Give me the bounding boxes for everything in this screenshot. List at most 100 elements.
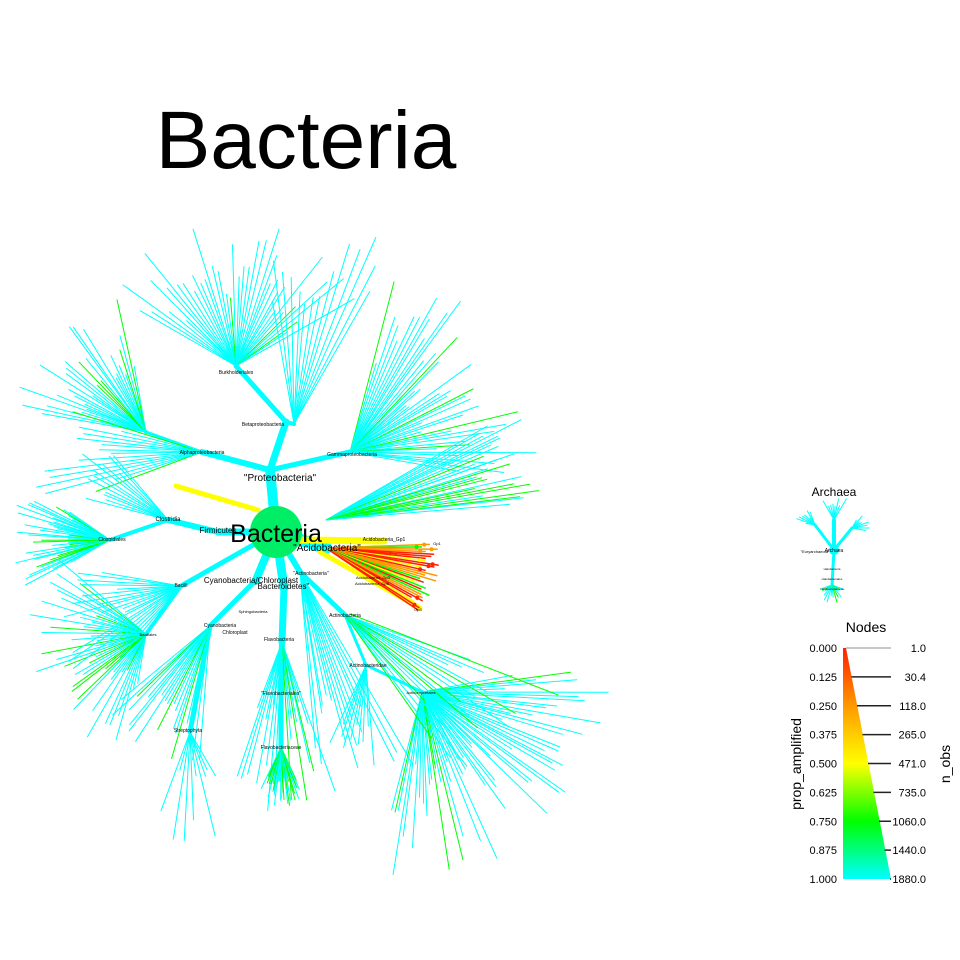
leaf-edge — [349, 297, 437, 453]
leaf-edge — [281, 641, 336, 792]
leaf-edge — [421, 691, 548, 814]
tree-node — [343, 613, 347, 617]
leaf-edge — [394, 691, 423, 813]
leaf-edge — [119, 585, 182, 658]
leaf-edge — [235, 276, 240, 367]
taxon-label: Gammaproteobacteria — [327, 452, 377, 458]
taxon-label: Chloroplast — [222, 630, 248, 636]
leaf-edge — [344, 614, 478, 729]
leaf-edge — [235, 278, 344, 367]
leaf-edge — [73, 633, 147, 710]
leaf-edge — [204, 279, 237, 367]
leaf-edge — [293, 243, 350, 425]
leaf-edge — [421, 691, 463, 775]
leaf-edge — [421, 691, 481, 841]
leaf-edge — [199, 625, 211, 760]
legend-size-axis-label: n_obs — [937, 745, 953, 783]
leaf-edge — [421, 691, 496, 781]
tree-edge — [297, 569, 348, 618]
leaf-edge — [349, 337, 458, 453]
leaf-edge — [809, 511, 816, 526]
leaf-edge — [81, 584, 182, 587]
taxon-label: "Acidobacteria" — [293, 543, 361, 554]
leaf-edge — [101, 585, 182, 613]
tree-node — [829, 545, 839, 555]
leaf-edge — [194, 625, 211, 719]
tree-node — [144, 430, 148, 434]
leaf-edge — [99, 449, 203, 453]
leaf-edge — [235, 298, 355, 367]
leaf-edge — [29, 502, 111, 541]
legend-size-tick: 1060.0 — [892, 816, 926, 828]
bacteria-tree-edges — [15, 228, 609, 876]
taxon-label: "Proteobacteria" — [244, 473, 317, 484]
tree-node — [278, 691, 284, 697]
leaf-edge — [325, 455, 484, 521]
leaf-edge — [299, 571, 398, 753]
leaf-edge — [344, 614, 468, 767]
leaf-edge — [325, 453, 514, 521]
leaf-edge — [29, 614, 147, 635]
leaf-edge — [64, 361, 147, 433]
legend-color-ticks: 0.000 0.125 0.250 0.375 0.500 0.625 0.750 0.875… — [809, 643, 837, 886]
leaf-edge — [16, 531, 111, 541]
taxon-label: Sphingobacteria — [239, 609, 269, 614]
leaf-edge — [29, 539, 111, 576]
leaf-edge — [421, 691, 450, 870]
leaf-edge — [133, 366, 147, 433]
leaf-edge — [299, 571, 359, 769]
legend-color-tick: 0.250 — [809, 701, 837, 713]
leaf-edge — [235, 257, 323, 367]
leaf-edge — [235, 279, 279, 367]
leaf-edge — [281, 641, 311, 763]
legend: Nodes 0.000 0.125 0.250 0.375 0.500 0.625 0.75… — [788, 619, 953, 886]
leaf-edge — [325, 497, 524, 521]
tree-edge — [267, 449, 353, 473]
leaf-edge — [122, 585, 182, 609]
leaf-edge — [349, 448, 437, 453]
legend-title: Nodes — [846, 619, 886, 635]
leaf-edge — [66, 367, 147, 433]
leaf-edge — [71, 633, 147, 692]
leaf-edge — [421, 691, 498, 859]
leaf-edge — [64, 585, 182, 618]
legend-size-tick: 735.0 — [898, 787, 926, 799]
tree-node — [422, 542, 427, 547]
leaf-edge — [299, 571, 353, 720]
leaf-edge — [69, 511, 111, 541]
leaf-edge — [77, 579, 182, 587]
leaf-edge — [127, 585, 182, 638]
leaf-edge — [344, 614, 446, 728]
tree-node — [279, 745, 283, 749]
leaf-edge — [44, 451, 203, 472]
leaf-edge — [293, 249, 361, 425]
leaf-edge — [290, 276, 295, 425]
leaf-edge — [167, 625, 211, 704]
taxon-label: Firmicutes — [200, 526, 237, 535]
leaf-edge — [344, 614, 487, 692]
tree-node — [108, 538, 112, 542]
taxon-label: "Flavobacteriales" — [261, 691, 301, 697]
legend-color-tick: 0.000 — [809, 643, 837, 655]
leaf-edge — [118, 633, 147, 717]
taxon-label: Streptophyta — [174, 728, 203, 734]
leaf-edge — [402, 691, 423, 837]
legend-size-tick: 1.0 — [911, 643, 926, 655]
leaf-edge — [112, 625, 211, 716]
taxon-label: Bacillales — [140, 632, 157, 637]
archaea-tree: Archaea "Euryarchaeota" Archaea Halobact… — [796, 485, 870, 603]
leaf-edge — [421, 691, 553, 764]
taxon-label: Actinobacteria — [329, 613, 361, 619]
leaf-edge — [349, 431, 422, 453]
leaf-edge — [121, 625, 211, 700]
leaf-edge — [421, 691, 431, 785]
leaf-edge — [119, 335, 147, 433]
leaf-edge — [105, 633, 147, 724]
leaf-edge — [230, 297, 237, 367]
taxon-label: Alphaproteobacteria — [180, 450, 225, 456]
leaf-edge — [421, 691, 506, 809]
leaf-edge — [833, 498, 847, 521]
leaf-edge — [189, 731, 216, 777]
leaf-edge — [293, 291, 371, 425]
leaf-edge — [78, 451, 203, 461]
